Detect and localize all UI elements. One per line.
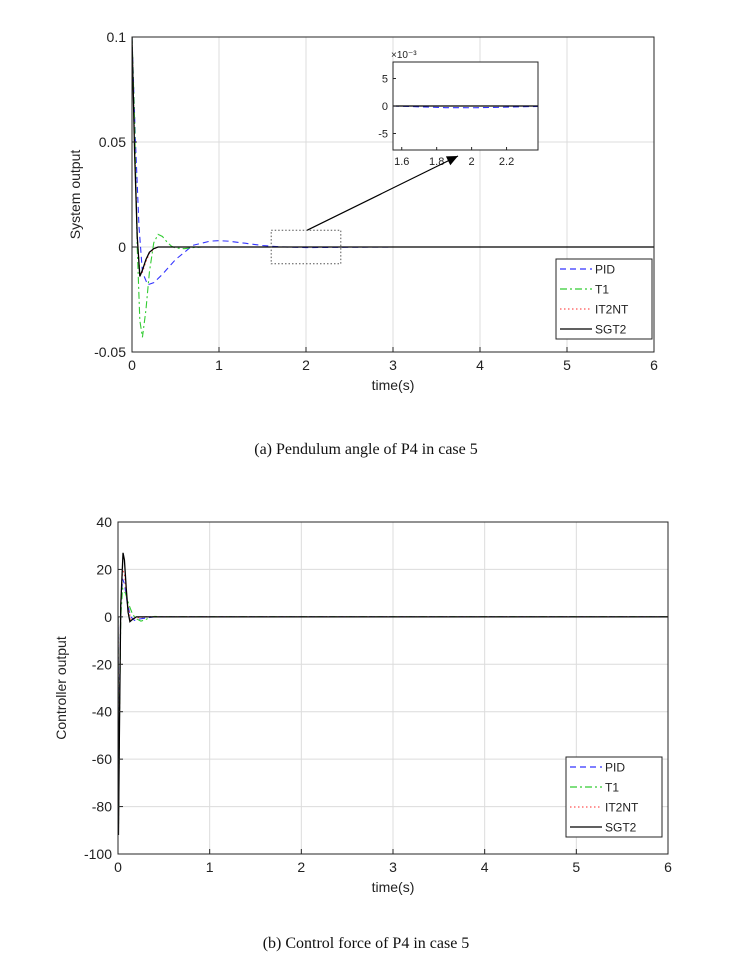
a-xtick-label: 3 [389, 357, 397, 373]
b-xtick-label: 5 [572, 859, 580, 875]
a-legend-label-sgt2: SGT2 [595, 323, 627, 337]
a-legend-label-it2nt: IT2NT [595, 303, 629, 317]
b-xtick-label: 4 [481, 859, 489, 875]
b-ytick-label: -20 [92, 656, 112, 672]
b-xtick-label: 0 [114, 859, 122, 875]
b-xtick-label: 3 [389, 859, 397, 875]
chart-control-force: 0 1 2 3 4 5 6 -100 -80 -60 -40 -20 0 20 40 time(s) Contr… [53, 514, 672, 895]
a-ylabel: System output [67, 150, 83, 240]
b-ylabel: Controller output [53, 636, 69, 740]
b-legend-label-t1: T1 [605, 781, 619, 795]
inset-xtick-label: 1.6 [394, 156, 409, 168]
a-series-group [132, 37, 654, 338]
b-legend-label-it2nt: IT2NT [605, 801, 639, 815]
b-legend-label-pid: PID [605, 761, 625, 775]
a-ytick-label: -0.05 [94, 344, 126, 360]
a-legend-box [555, 258, 653, 340]
a-series-pid [132, 37, 654, 286]
b-xtick-label: 2 [297, 859, 305, 875]
b-xtick-label: 1 [206, 859, 214, 875]
inset-xtick-label: 2 [469, 156, 475, 168]
b-ytick-label: 40 [96, 514, 112, 530]
a-series-sgt2 [132, 37, 654, 277]
a-ytick-label: 0.05 [99, 134, 126, 150]
a-legend-label-pid: PID [595, 263, 615, 277]
a-ytick-label: 0.1 [107, 29, 127, 45]
a-xlabel: time(s) [372, 377, 415, 393]
b-xlabel: time(s) [372, 879, 415, 895]
a-legend-label-t1: T1 [595, 283, 609, 297]
inset-ytick-label: -5 [378, 129, 388, 141]
caption-b: (b) Control force of P4 in case 5 [262, 935, 470, 952]
inset-series-pid [392, 105, 539, 109]
inset-xtick-label: 2.2 [499, 156, 514, 168]
b-ytick-label: -80 [92, 799, 112, 815]
b-legend-label-sgt2: SGT2 [605, 821, 637, 835]
zoom-arrow-line [306, 155, 459, 231]
inset-ytick-label: 0 [382, 101, 388, 113]
a-ytick-label: 0 [118, 239, 126, 255]
zoom-region-box [270, 229, 342, 265]
b-legend-box [565, 756, 663, 838]
a-xtick-label: 2 [302, 357, 310, 373]
a-xtick-label: 0 [128, 357, 136, 373]
inset-exponent-label: ×10⁻³ [391, 50, 417, 61]
b-xtick-label: 6 [664, 859, 672, 875]
b-ytick-label: -100 [84, 846, 112, 862]
a-xtick-label: 1 [215, 357, 223, 373]
inset-ytick-label: 5 [382, 74, 388, 86]
b-ytick-label: 20 [96, 561, 112, 577]
b-series-sgt2 [118, 552, 668, 836]
b-ytick-label: -60 [92, 751, 112, 767]
a-xtick-label: 6 [650, 357, 658, 373]
b-ytick-label: -40 [92, 704, 112, 720]
a-xtick-label: 4 [476, 357, 484, 373]
caption-a: (a) Pendulum angle of P4 in case 5 [254, 441, 478, 458]
b-ytick-label: 0 [104, 609, 112, 625]
zoom-arrow-head [445, 156, 458, 166]
a-xtick-label: 5 [563, 357, 571, 373]
